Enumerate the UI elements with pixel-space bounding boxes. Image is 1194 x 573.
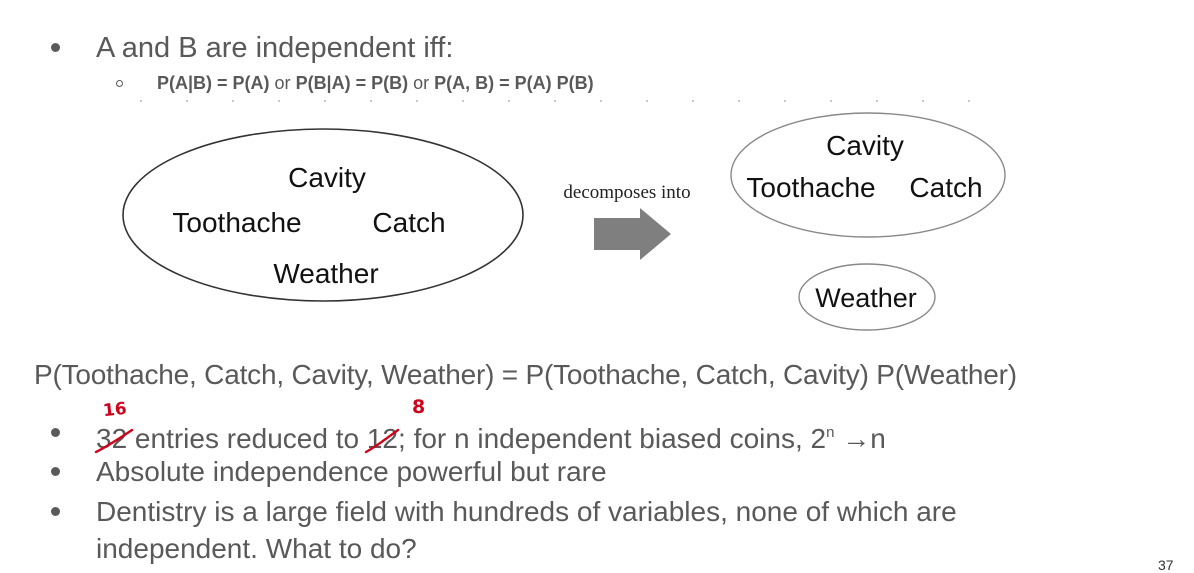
coins-end-text: →n xyxy=(834,423,886,454)
formula-term-2: P(B|A) = P(B) xyxy=(295,73,409,93)
exponent-n: n xyxy=(826,424,835,441)
absolute-independence-text: Absolute independence powerful but rare xyxy=(96,456,607,487)
right-cavity-label: Cavity xyxy=(826,130,904,161)
strike-mark xyxy=(94,428,134,454)
formula-or-2: or xyxy=(408,73,435,93)
old-count-12: 12 xyxy=(364,422,400,456)
decompose-arrow-icon xyxy=(594,208,671,260)
formula-term-3: P(A, B) = P(A) P(B) xyxy=(434,73,594,93)
dependent-ellipse xyxy=(730,112,1006,238)
bullet-dot xyxy=(51,467,60,476)
right-catch-label: Catch xyxy=(909,172,982,203)
old-count-32: 32 xyxy=(94,422,134,456)
right-weather-label: Weather xyxy=(815,283,917,313)
bullet-dot xyxy=(51,507,60,516)
weather-ellipse xyxy=(798,263,936,331)
handwritten-8: 8 xyxy=(412,396,426,418)
slide-page-number: 37 xyxy=(1158,557,1174,573)
left-cavity-label: Cavity xyxy=(288,162,366,193)
coins-text: ; for n independent biased coins, 2 xyxy=(398,423,827,454)
factorization-equation: P(Toothache, Catch, Cavity, Weather) = P… xyxy=(34,359,1017,390)
formula-term-1: P(A|B) = P(A) xyxy=(157,73,270,93)
sub-bullet-dot xyxy=(116,80,123,87)
entries-mid-text: entries reduced to xyxy=(127,423,367,454)
dentistry-text-line2: independent. What to do? xyxy=(96,533,417,564)
left-catch-label: Catch xyxy=(372,207,445,238)
bullet-dot xyxy=(51,428,60,437)
right-toothache-label: Toothache xyxy=(746,172,875,203)
strike-mark xyxy=(364,428,400,454)
decomposes-into-label: decomposes into xyxy=(563,182,690,203)
handwritten-16: 16 xyxy=(102,398,128,422)
entries-reduced-text: 32 entries reduced to 12 ; for n indepen… xyxy=(94,416,886,456)
independence-heading: A and B are independent iff: xyxy=(96,32,454,64)
formula-or-1: or xyxy=(269,73,296,93)
bullet-dot xyxy=(51,43,60,52)
independence-formula: P(A|B) = P(A) or P(B|A) = P(B) or P(A, B… xyxy=(157,72,594,94)
dentistry-text-line1: Dentistry is a large field with hundreds… xyxy=(96,496,957,527)
dotted-separator xyxy=(140,100,970,102)
left-weather-label: Weather xyxy=(273,258,378,289)
left-toothache-label: Toothache xyxy=(172,207,301,238)
decomposition-diagram: Cavity Toothache Catch Weather decompose… xyxy=(122,112,1006,331)
joint-ellipse xyxy=(122,128,524,302)
